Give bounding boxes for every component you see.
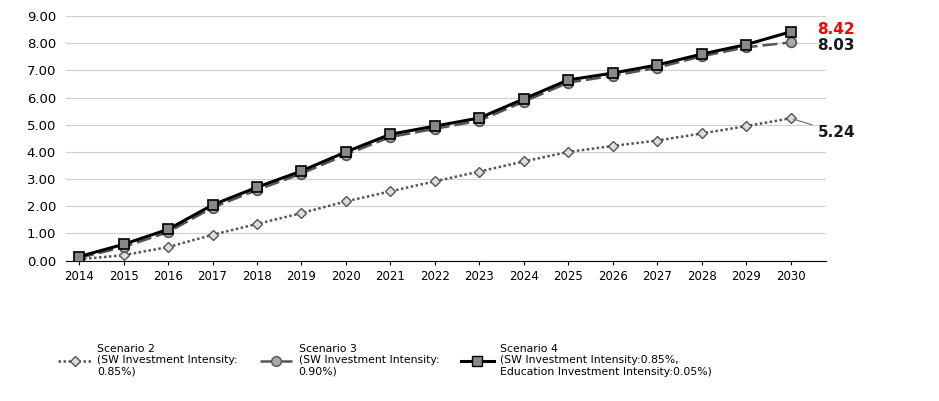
Text: 8.42: 8.42 xyxy=(818,22,855,37)
Legend: Scenario 2
(SW Investment Intensity:
0.85%), Scenario 3
(SW Investment Intensity: Scenario 2 (SW Investment Intensity: 0.8… xyxy=(54,340,716,381)
Text: 8.03: 8.03 xyxy=(818,38,854,53)
Text: 5.24: 5.24 xyxy=(793,119,855,140)
